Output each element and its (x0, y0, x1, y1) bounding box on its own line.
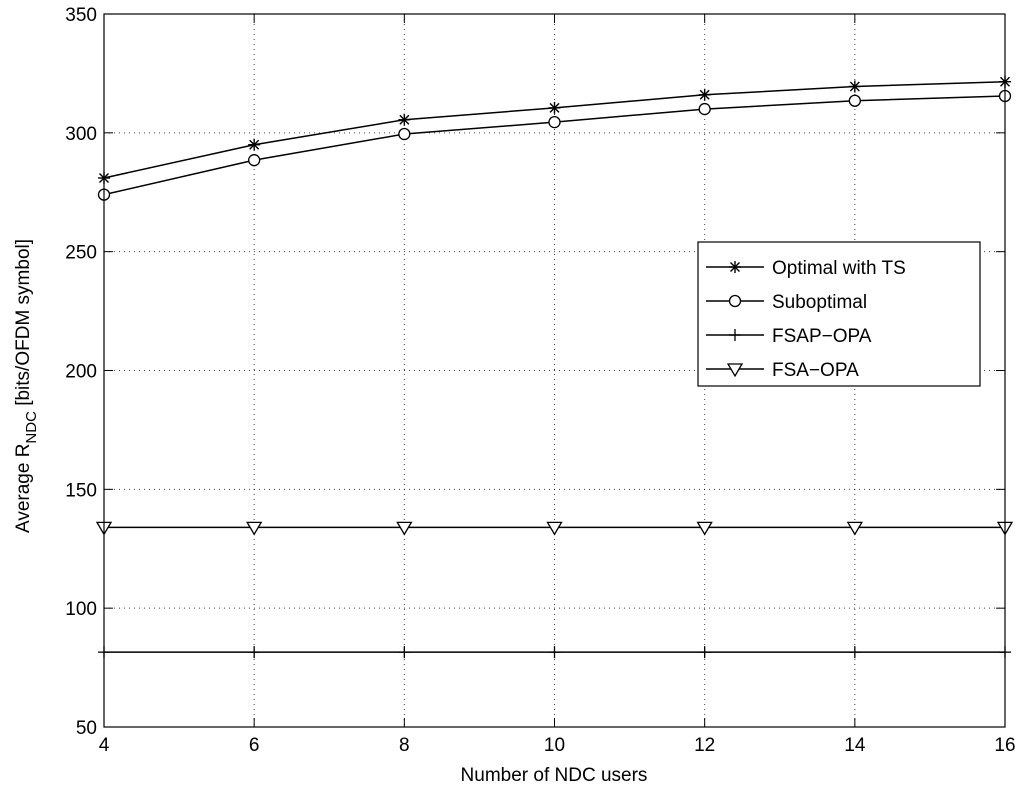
data-point (548, 646, 561, 659)
x-axis-title: Number of NDC users (461, 765, 648, 786)
data-point (248, 138, 261, 151)
data-point (698, 102, 711, 116)
series-layer (95, 75, 1014, 659)
data-point (398, 646, 411, 659)
series-plus (98, 646, 1011, 659)
data-point (698, 646, 711, 659)
y-axis-title-suffix: [bits/OFDM symbol] (13, 239, 34, 411)
data-point (696, 521, 713, 536)
data-point (848, 80, 861, 93)
data-point (848, 646, 861, 659)
data-point (548, 101, 561, 114)
tick-labels: 4 6 8 10 12 14 16 50 100 150 200 250 300 350 (65, 5, 1015, 756)
legend-label: FSA−OPA (772, 360, 859, 381)
y-tick-label: 200 (65, 362, 97, 383)
data-point (396, 521, 413, 536)
y-axis-title-subscript: NDC (23, 411, 40, 444)
data-point (698, 88, 711, 101)
legend-label: Suboptimal (772, 292, 867, 313)
data-point (398, 113, 411, 126)
data-point (548, 115, 561, 129)
data-point (398, 127, 411, 141)
y-axis-title-prefix: Average R (13, 444, 34, 533)
x-tick-label: 16 (994, 735, 1015, 756)
data-point (248, 646, 261, 659)
data-point (546, 521, 563, 536)
legend-marker (729, 329, 741, 341)
data-point (848, 94, 861, 107)
legend-item: Suboptimal (706, 292, 867, 313)
x-tick-label: 14 (844, 735, 866, 756)
legend-box (697, 241, 981, 387)
legend-label: FSAP−OPA (772, 326, 872, 347)
legend-item: FSA−OPA (706, 360, 859, 381)
y-tick-label: 350 (65, 5, 97, 26)
data-point (248, 154, 261, 167)
y-tick-label: 50 (76, 718, 97, 739)
legend-marker (728, 294, 742, 308)
x-tick-label: 10 (544, 735, 565, 756)
y-tick-label: 100 (65, 599, 97, 620)
data-point (246, 521, 263, 536)
x-tick-label: 6 (249, 735, 260, 756)
x-tick-label: 8 (399, 735, 410, 756)
y-tick-label: 300 (65, 124, 97, 145)
x-tick-label: 12 (694, 735, 715, 756)
y-axis-title: Average RNDC [bits/OFDM symbol] (13, 239, 40, 533)
series-triangle-down (95, 521, 1014, 536)
legend: Optimal with TS Suboptimal FSAP−OPA FSA−OPA (697, 241, 981, 387)
y-tick-label: 250 (65, 243, 97, 264)
axes (103, 13, 1006, 728)
x-tick-label: 4 (99, 735, 110, 756)
legend-label: Optimal with TS (772, 258, 906, 279)
data-point (846, 521, 863, 536)
legend-marker (726, 363, 744, 378)
series-asterisk (98, 75, 1011, 184)
legend-marker (729, 261, 741, 273)
y-tick-label: 150 (65, 480, 97, 501)
legend-item: FSAP−OPA (706, 326, 872, 347)
legend-item: Optimal with TS (706, 258, 906, 279)
